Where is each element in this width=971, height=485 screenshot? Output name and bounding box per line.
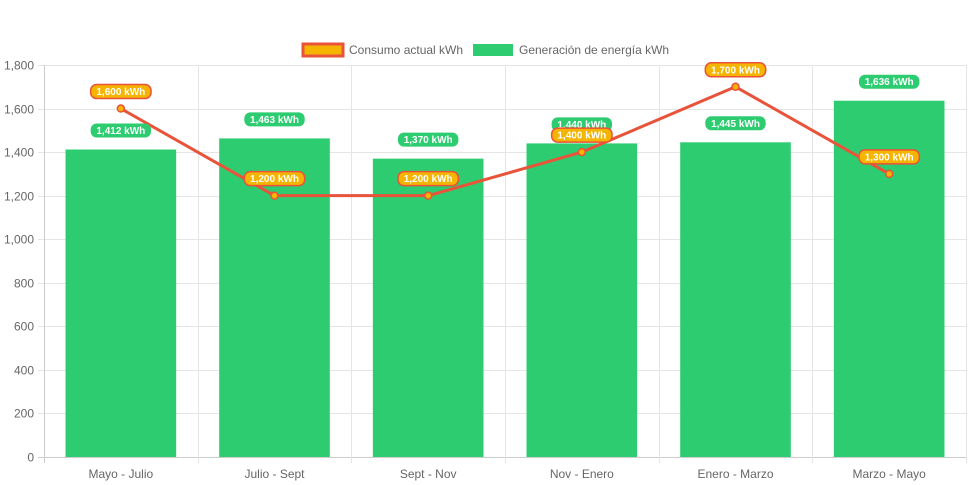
y-tick-label: 1,400 bbox=[4, 146, 34, 160]
bar-data-label-bg bbox=[705, 116, 766, 131]
y-tick-label: 1,200 bbox=[4, 190, 34, 204]
bar-data-label: 1,445 kWh bbox=[711, 119, 760, 130]
line-point bbox=[884, 169, 894, 179]
bar-data-label: 1,463 kWh bbox=[250, 115, 299, 126]
line-point bbox=[731, 82, 740, 92]
bar-data-label-bg bbox=[90, 123, 152, 138]
legend-swatch-generacion bbox=[473, 44, 513, 56]
line-data-label: 1,200 kWh bbox=[404, 174, 453, 185]
line-point bbox=[423, 191, 433, 200]
y-tick-label: 600 bbox=[14, 320, 34, 334]
line-data-label: 1,300 kWh bbox=[865, 152, 914, 163]
line-data-label: 1,200 kWh bbox=[250, 174, 299, 185]
x-tick-label: Sept - Nov bbox=[400, 467, 457, 481]
x-tick-label: Nov - Enero bbox=[550, 467, 614, 481]
line-data-label-bg bbox=[858, 149, 921, 165]
line-point bbox=[116, 104, 126, 113]
x-tick-label: Marzo - Mayo bbox=[852, 467, 926, 481]
y-tick-label: 0 bbox=[27, 451, 34, 465]
line-data-label-bg bbox=[89, 83, 152, 100]
bars-layer bbox=[65, 100, 945, 458]
bar-data-label-bg bbox=[397, 132, 459, 147]
y-tick-label: 800 bbox=[14, 277, 34, 291]
bar bbox=[526, 143, 638, 457]
legend-label-consumo: Consumo actual kWh bbox=[349, 43, 463, 57]
bar bbox=[65, 149, 177, 457]
x-tick-label: Enero - Marzo bbox=[697, 467, 773, 481]
x-tick-label: Julio - Sept bbox=[244, 467, 305, 481]
legend: Consumo actual kWh Generación de energía … bbox=[301, 42, 669, 58]
grid-layer: 0 200 400 600 800 1,000 1,200 1,400 1,600 1,800 Ma… bbox=[4, 59, 967, 481]
y-tick-label: 1,800 bbox=[4, 59, 34, 73]
line-data-label: 1,700 kWh bbox=[711, 65, 760, 76]
line-point bbox=[270, 191, 279, 200]
y-tick-label: 1,600 bbox=[4, 103, 34, 117]
line-data-label: 1,600 kWh bbox=[96, 87, 145, 98]
y-tick-label: 400 bbox=[14, 364, 34, 378]
bar-data-label: 1,440 kWh bbox=[557, 120, 606, 131]
bar-data-label-bg bbox=[244, 112, 305, 127]
data-labels-layer: 1,412 kWh 1,463 kWh 1,370 kWh 1,440 kWh 1,44… bbox=[89, 62, 921, 187]
line-data-label-bg bbox=[550, 127, 613, 143]
bar-data-label: 1,636 kWh bbox=[865, 77, 914, 88]
y-tick-label: 1,000 bbox=[4, 233, 34, 247]
line-data-label-bg bbox=[704, 62, 767, 78]
legend-label-generacion: Generación de energía kWh bbox=[519, 43, 669, 57]
legend-swatch-consumo bbox=[301, 42, 345, 58]
x-tick-label: Mayo - Julio bbox=[88, 467, 153, 481]
line-data-label-bg bbox=[397, 170, 460, 187]
y-tick-label: 200 bbox=[14, 407, 34, 421]
bar-data-label-bg bbox=[858, 74, 920, 89]
bar-data-label: 1,370 kWh bbox=[404, 135, 453, 146]
line-data-label: 1,400 kWh bbox=[557, 131, 606, 142]
bar-data-label: 1,412 kWh bbox=[96, 126, 145, 137]
bar bbox=[372, 158, 484, 457]
line-point bbox=[577, 147, 587, 157]
bar bbox=[680, 142, 791, 458]
line-data-label-bg bbox=[243, 170, 306, 187]
